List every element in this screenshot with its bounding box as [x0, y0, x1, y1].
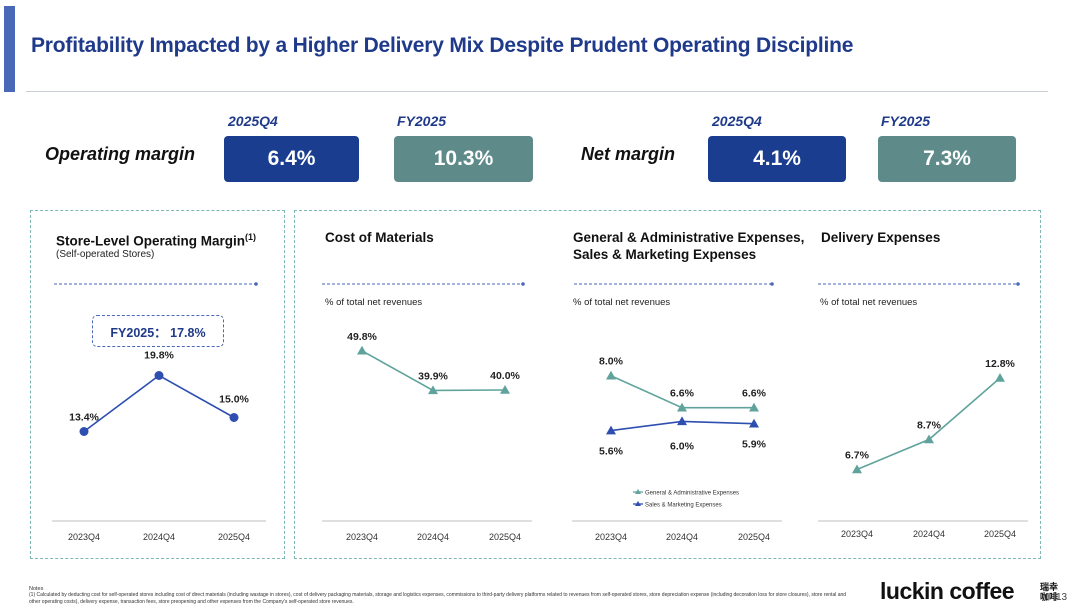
materials-series-0-point-1: [428, 385, 438, 395]
net-margin-quarter-period: 2025Q4: [712, 113, 762, 129]
notes-title: Notes: [29, 586, 44, 592]
gasm-legend-swatch-marker-1: [635, 501, 641, 506]
op-margin-quarter-period: 2025Q4: [228, 113, 278, 129]
store-series-0-point-1: [154, 371, 164, 380]
title-accent-bar: [4, 6, 15, 92]
materials-subtitle: % of total net revenues: [325, 297, 423, 308]
gasm-series-1-label-0: 5.6%: [599, 446, 624, 458]
delivery-tick-label-2023Q4: 2023Q4: [841, 529, 873, 539]
delivery-series-0-label-1: 8.7%: [917, 420, 942, 432]
expense-panel: [294, 210, 1041, 559]
gasm-series-1-point-2: [749, 418, 759, 428]
delivery-subtitle: % of total net revenues: [820, 297, 918, 308]
gasm-series-0-point-0: [606, 370, 616, 380]
delivery-series-0-label-2: 12.8%: [985, 358, 1015, 370]
delivery-title: Delivery Expenses: [821, 230, 941, 245]
materials-series-0-label-0: 49.8%: [347, 331, 377, 343]
store-title-separator-dot: [254, 282, 258, 286]
delivery-tick-label-2025Q4: 2025Q4: [984, 529, 1016, 539]
store-series-0-line: [83, 374, 235, 433]
delivery-series-0-point-1: [924, 434, 934, 444]
store-series-0-point-2: [229, 413, 239, 422]
materials-series-0-point-0: [357, 345, 367, 355]
operating-margin-quarter-value: 6.4%: [224, 136, 359, 182]
net-margin-fy-value: 7.3%: [878, 136, 1016, 182]
materials-tick-label-2025Q4: 2025Q4: [489, 532, 521, 542]
materials-series-0-label-1: 39.9%: [418, 370, 448, 382]
store-margin-panel: [30, 210, 285, 559]
gasm-tick-label-2025Q4: 2025Q4: [738, 532, 770, 542]
gasm-legend-label-0: General & Administrative Expenses: [645, 491, 739, 497]
gasm-series-0-point-2: [749, 402, 759, 412]
gasm-series-1-label-2: 5.9%: [742, 439, 767, 451]
materials-series-0-label-2: 40.0%: [490, 370, 520, 382]
store-series-0-point-0: [79, 427, 89, 436]
gasm-tick-label-2024Q4: 2024Q4: [666, 532, 698, 542]
materials-title: Cost of Materials: [325, 230, 434, 245]
delivery-title-separator-dot: [1016, 282, 1020, 286]
ga-sm-title-line1: General & Administrative Expenses,: [573, 230, 805, 245]
gasm-series-0-label-0: 8.0%: [599, 356, 624, 368]
gasm-series-1-point-0: [606, 425, 616, 435]
materials-tick-label-2023Q4: 2023Q4: [346, 532, 378, 542]
page-title: Profitability Impacted by a Higher Deliv…: [31, 34, 854, 57]
materials-tick-label-2024Q4: 2024Q4: [417, 532, 449, 542]
gasm-legend-label-1: Sales & Marketing Expenses: [645, 503, 722, 509]
delivery-tick-label-2024Q4: 2024Q4: [913, 529, 945, 539]
gasm-tick-label-2023Q4: 2023Q4: [595, 532, 627, 542]
gasm-legend-swatch-marker-0: [635, 489, 641, 494]
materials-series-0-point-2: [500, 385, 510, 394]
delivery-series-0-label-0: 6.7%: [845, 450, 870, 462]
operating-margin-fy-value: 10.3%: [394, 136, 533, 182]
store-series-0-label-0: 13.4%: [69, 412, 99, 424]
ga-sm-subtitle: % of total net revenues: [573, 297, 671, 308]
store-margin-fy-badge: FY2025： 17.8%: [92, 315, 224, 347]
title-divider: [26, 91, 1048, 92]
ga-sm-title-line2: Sales & Marketing Expenses: [573, 247, 757, 262]
store-margin-title: Store-Level Operating Margin(1): [56, 232, 257, 249]
page-number: 13: [1056, 592, 1068, 603]
gasm-series-1-label-1: 6.0%: [670, 440, 695, 452]
gasm-series-0-label-2: 6.6%: [742, 388, 767, 400]
store-series-0-label-2: 15.0%: [219, 394, 249, 406]
store-tick-label-2025Q4: 2025Q4: [218, 532, 250, 542]
op-margin-fy-period: FY2025: [397, 113, 447, 129]
delivery-series-0-point-0: [852, 464, 862, 474]
gasm-title-separator-dot: [770, 282, 774, 286]
store-tick-label-2023Q4: 2023Q4: [68, 532, 100, 542]
gasm-series-1-point-1: [677, 416, 687, 426]
net-margin-label: Net margin: [581, 144, 676, 164]
gasm-series-0-point-1: [677, 402, 687, 412]
store-tick-label-2024Q4: 2024Q4: [143, 532, 175, 542]
store-series-0-label-1: 19.8%: [144, 350, 174, 362]
operating-margin-label: Operating margin: [45, 144, 196, 164]
luckin-coffee-logo: luckin coffee: [880, 578, 1015, 604]
gasm-series-0-label-1: 6.6%: [670, 388, 695, 400]
net-margin-quarter-value: 4.1%: [708, 136, 846, 182]
net-margin-fy-period: FY2025: [881, 113, 931, 129]
materials-title-separator-dot: [521, 282, 525, 286]
delivery-series-0-point-2: [995, 373, 1005, 382]
store-margin-subtitle: (Self-operated Stores): [56, 249, 155, 260]
notes-text: (1) Calculated by deducting cost for sel…: [29, 592, 847, 605]
luckin-coffee-logo-cn: 瑞幸 咖啡: [1040, 582, 1059, 602]
